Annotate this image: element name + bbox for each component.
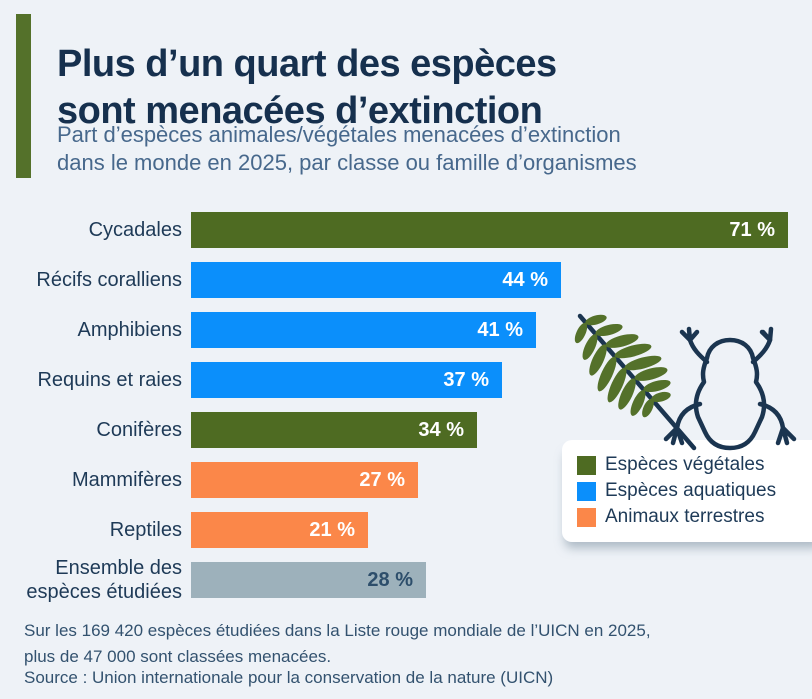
bar: 41 %: [191, 312, 536, 348]
footnote: Sur les 169 420 espèces étudiées dans la…: [24, 618, 784, 670]
bar-row: Cycadales 71 %: [0, 212, 812, 248]
bar-row: Requins et raies 37 %: [0, 362, 812, 398]
bar: 28 %: [191, 562, 426, 598]
bar: 71 %: [191, 212, 788, 248]
bar-value: 28 %: [367, 568, 413, 591]
bar-label: Mammifères: [71, 469, 182, 491]
legend-item: Espèces végétales: [577, 455, 812, 475]
legend-item: Espèces aquatiques: [577, 481, 812, 501]
bar-value: 37 %: [443, 368, 489, 391]
bar-row: Récifs coralliens 44 %: [0, 262, 812, 298]
bar: 34 %: [191, 412, 477, 448]
bar: 44 %: [191, 262, 561, 298]
bar-label: Requins et raies: [37, 369, 182, 391]
legend-label: Espèces aquatiques: [605, 480, 777, 501]
legend: Espèces végétales Espèces aquatiques Ani…: [562, 440, 812, 542]
bar-row: Ensemble des espèces étudiées 28 %: [0, 557, 812, 603]
bar-row: Mammifères 27 %: [0, 462, 812, 498]
subtitle-line-1: Part d’espèces animales/végétales menacé…: [57, 122, 621, 147]
bar-chart: Cycadales 71 % Récifs coralliens 44 % Am…: [0, 212, 812, 612]
bar-label: Cycadales: [88, 219, 182, 241]
bar-value: 27 %: [359, 468, 405, 491]
title-accent-bar: [16, 14, 31, 178]
legend-label: Animaux terrestres: [605, 506, 765, 527]
title-line-2: sont menacées d’extinction: [57, 89, 543, 132]
footnote-line-1: Sur les 169 420 espèces étudiées dans la…: [24, 621, 651, 640]
bar-value: 41 %: [477, 318, 523, 341]
bar-label: Conifères: [96, 419, 182, 441]
bar-label: Reptiles: [109, 519, 182, 541]
bar: 21 %: [191, 512, 368, 548]
bar-value: 21 %: [309, 518, 355, 541]
footnote-line-2: plus de 47 000 sont classées menacées.: [24, 647, 332, 666]
legend-label: Espèces végétales: [605, 454, 765, 475]
source-line: Source : Union internationale pour la co…: [24, 668, 554, 687]
legend-swatch-aquatiques: [577, 481, 596, 501]
page-title: Plus d’un quart des espèces sont menacée…: [57, 41, 797, 134]
bar: 27 %: [191, 462, 418, 498]
legend-swatch-vegetales: [577, 455, 596, 475]
bar-value: 71 %: [729, 218, 775, 241]
bar-label: Ensemble des espèces étudiées: [26, 557, 182, 603]
bar: 37 %: [191, 362, 502, 398]
bar-label: Récifs coralliens: [36, 269, 182, 291]
bar-label: Amphibiens: [77, 319, 182, 341]
legend-swatch-terrestres: [577, 507, 596, 527]
bar-row: Reptiles 21 %: [0, 512, 812, 548]
legend-item: Animaux terrestres: [577, 507, 812, 527]
bar-row: Amphibiens 41 %: [0, 312, 812, 348]
title-line-1: Plus d’un quart des espèces: [57, 43, 557, 86]
subtitle-line-2: dans le monde en 2025, par classe ou fam…: [57, 150, 637, 176]
bar-value: 44 %: [502, 268, 548, 291]
bar-row: Conifères 34 %: [0, 412, 812, 448]
bar-value: 34 %: [418, 418, 464, 441]
chart-subtitle: Part d’espèces animales/végétales menacé…: [57, 121, 797, 177]
